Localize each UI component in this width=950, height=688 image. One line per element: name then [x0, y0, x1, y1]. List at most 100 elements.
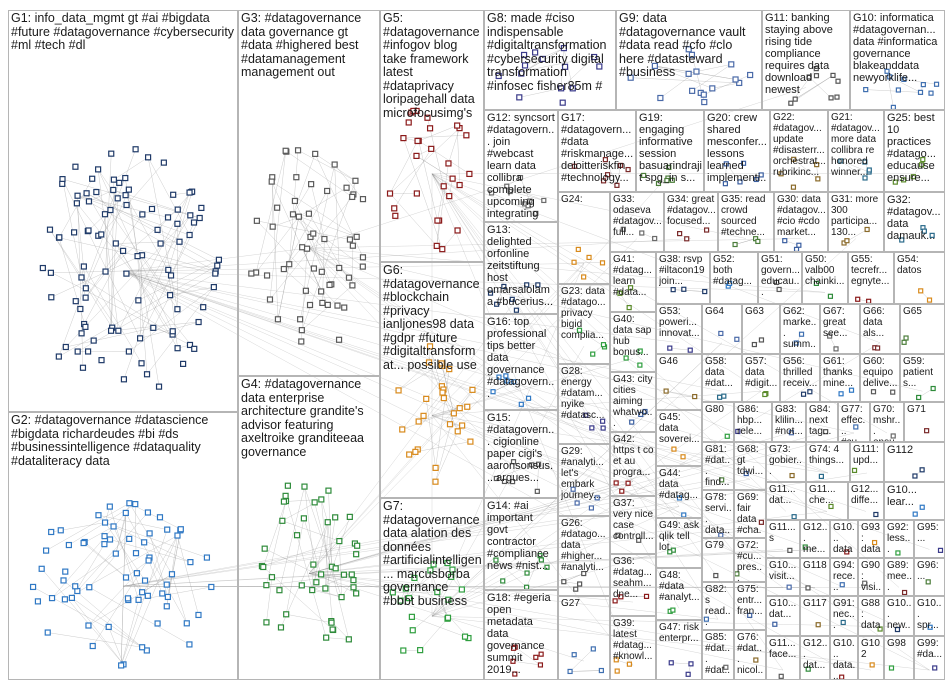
node	[174, 306, 181, 313]
edge	[496, 464, 532, 479]
node	[306, 301, 314, 309]
node	[726, 280, 733, 286]
edge	[65, 327, 154, 348]
group-label: G59: patient s...	[903, 356, 934, 389]
group-label: G89: mee...	[887, 560, 912, 593]
edge	[431, 616, 930, 671]
node	[620, 226, 626, 232]
edge	[308, 481, 634, 574]
node	[353, 233, 360, 240]
node	[685, 671, 691, 677]
edge	[431, 415, 900, 628]
group-label: G69: fair data #cha...	[737, 492, 762, 537]
node	[415, 418, 422, 425]
node	[397, 597, 404, 604]
node	[413, 152, 420, 160]
node	[516, 94, 523, 101]
node	[617, 162, 624, 169]
node	[406, 451, 413, 458]
node	[830, 72, 836, 79]
node	[29, 583, 37, 591]
node	[282, 492, 289, 499]
node	[588, 505, 595, 511]
group-label: G30: data #datagov... #cio #cdo market..…	[777, 194, 826, 238]
node	[458, 586, 465, 593]
node	[432, 478, 439, 485]
node	[533, 654, 539, 660]
node	[495, 72, 502, 80]
node	[137, 335, 144, 342]
node	[39, 264, 46, 272]
edge	[452, 569, 463, 590]
node	[617, 290, 623, 296]
node	[386, 190, 394, 197]
edge	[431, 173, 634, 299]
edge	[308, 549, 816, 574]
group-label: G71	[907, 404, 926, 415]
node	[417, 647, 424, 654]
node	[667, 549, 673, 555]
node	[345, 274, 353, 281]
group-label: G12: syncsort #datagovern... join #webca…	[487, 112, 555, 220]
node	[643, 593, 650, 600]
node	[456, 181, 463, 189]
group-box: G41: #datag... learn #data...	[610, 252, 656, 312]
group-box: G24:	[558, 192, 610, 284]
edge	[579, 330, 605, 348]
group-box: G36: #datag... seahm... dne...	[610, 554, 656, 616]
node	[571, 259, 577, 265]
node	[571, 163, 578, 169]
edge	[148, 560, 163, 594]
group-label: G10... dat...	[769, 598, 797, 620]
node	[132, 550, 140, 557]
node	[183, 620, 190, 627]
node	[873, 511, 879, 518]
node	[782, 238, 788, 244]
node	[411, 574, 418, 582]
edge	[77, 195, 216, 272]
edge	[170, 222, 195, 276]
group-box: G102	[858, 636, 884, 680]
node	[655, 180, 662, 187]
node	[154, 226, 161, 233]
node	[73, 200, 80, 207]
node	[932, 665, 938, 671]
group-label: G102	[861, 638, 880, 660]
group-box: G51: govern... educau...	[758, 252, 802, 304]
edge	[563, 573, 584, 582]
edge	[308, 511, 828, 574]
node	[758, 172, 764, 178]
node	[446, 366, 453, 373]
node	[301, 483, 308, 490]
node	[740, 160, 747, 166]
node	[875, 345, 881, 351]
node	[133, 570, 140, 577]
node	[145, 557, 152, 564]
node	[164, 214, 172, 221]
node	[303, 245, 311, 252]
group-box: G35: read crowd sourced #techne...	[718, 192, 774, 252]
node	[101, 519, 109, 526]
edge	[519, 88, 562, 98]
edge	[122, 271, 855, 434]
node	[619, 488, 625, 494]
group-label: G118	[803, 560, 827, 571]
group-label: G61: thanks mine...	[823, 356, 854, 389]
node	[340, 571, 348, 578]
group-box: G61: thanks mine...	[820, 354, 860, 402]
node	[912, 511, 918, 517]
group-label: G36: #datag... seahm... dne...	[613, 556, 652, 600]
edge	[280, 522, 328, 628]
group-box: G18: #egeria open metadata data governan…	[484, 590, 558, 680]
edge	[510, 191, 544, 201]
node	[284, 482, 291, 489]
node	[925, 579, 931, 585]
node	[336, 537, 343, 545]
edge	[120, 529, 168, 666]
node	[504, 378, 510, 384]
node	[509, 479, 516, 485]
edge	[416, 155, 453, 179]
node	[110, 176, 117, 183]
node	[392, 212, 399, 219]
edge	[122, 271, 751, 480]
